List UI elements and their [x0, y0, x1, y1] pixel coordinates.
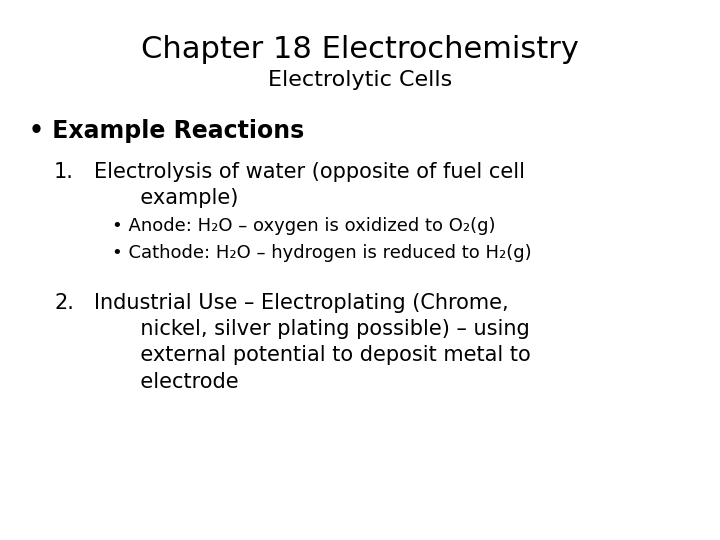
Text: Electrolysis of water (opposite of fuel cell
       example): Electrolysis of water (opposite of fuel …: [94, 162, 525, 208]
Text: Chapter 18 Electrochemistry: Chapter 18 Electrochemistry: [141, 35, 579, 64]
Text: • Example Reactions: • Example Reactions: [29, 119, 304, 143]
Text: 2.: 2.: [54, 293, 74, 313]
Text: 1.: 1.: [54, 162, 74, 182]
Text: • Anode: H₂O – oxygen is oxidized to O₂(g): • Anode: H₂O – oxygen is oxidized to O₂(…: [112, 217, 495, 235]
Text: Electrolytic Cells: Electrolytic Cells: [268, 70, 452, 90]
Text: • Cathode: H₂O – hydrogen is reduced to H₂(g): • Cathode: H₂O – hydrogen is reduced to …: [112, 244, 531, 262]
Text: Industrial Use – Electroplating (Chrome,
       nickel, silver plating possible): Industrial Use – Electroplating (Chrome,…: [94, 293, 531, 392]
